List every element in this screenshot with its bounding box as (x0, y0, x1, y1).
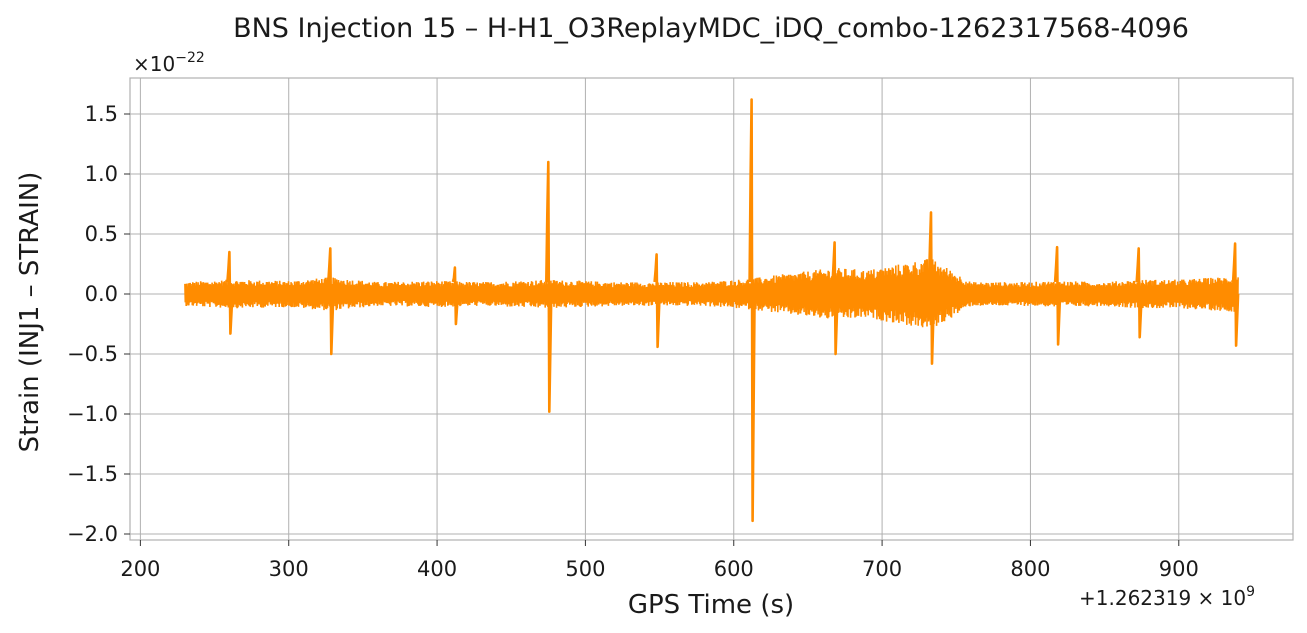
x-tick-label: 400 (417, 557, 457, 581)
series-layer (184, 98, 1240, 523)
x-tick-label: 300 (269, 557, 309, 581)
x-tick-label: 500 (565, 557, 605, 581)
plot-frame (129, 77, 1294, 541)
x-tick-label: 200 (120, 557, 160, 581)
y-tick-label: −1.5 (67, 462, 118, 486)
x-axis-label: GPS Time (s) (628, 590, 794, 620)
x-tick-label: 900 (1159, 557, 1199, 581)
chart-title: BNS Injection 15 – H-H1_O3ReplayMDC_iDQ_… (233, 13, 1189, 44)
glitch-spike (831, 241, 839, 356)
x-offset-label: +1.262319 × 109 (1079, 584, 1255, 610)
glitch-spike (451, 266, 460, 326)
glitch-spike (927, 211, 936, 365)
x-axis-ticks: 200 300 400 500 600 700 800 900 (120, 540, 1199, 581)
x-tick-label: 700 (862, 557, 902, 581)
x-tick-label: 800 (1010, 557, 1050, 581)
y-scale-factor: ×10−22 (133, 50, 205, 76)
y-axis-label: Strain (INJ1 – STRAIN) (15, 172, 45, 453)
glitch-spike (653, 253, 661, 349)
glitch-spike (226, 250, 234, 335)
y-tick-label: 0.0 (85, 282, 118, 306)
strain-trace (184, 259, 1239, 328)
glitch-spike (748, 98, 756, 523)
y-tick-label: −1.0 (67, 402, 118, 426)
glitch-spike (545, 160, 553, 413)
y-tick-label: 1.0 (85, 162, 118, 186)
x-tick-label: 600 (714, 557, 754, 581)
glitch-spike (1053, 245, 1062, 346)
glitch-spike (1231, 242, 1240, 347)
y-tick-label: −0.5 (67, 342, 118, 366)
y-tick-label: −2.0 (67, 522, 118, 546)
glitch-spike (1135, 247, 1143, 339)
y-tick-label: 1.5 (85, 102, 118, 126)
y-axis-ticks: −2.0 −1.5 −1.0 −0.5 0.0 0.5 1.0 1.5 (67, 102, 130, 546)
glitch-spike (327, 247, 335, 356)
y-tick-label: 0.5 (85, 222, 118, 246)
